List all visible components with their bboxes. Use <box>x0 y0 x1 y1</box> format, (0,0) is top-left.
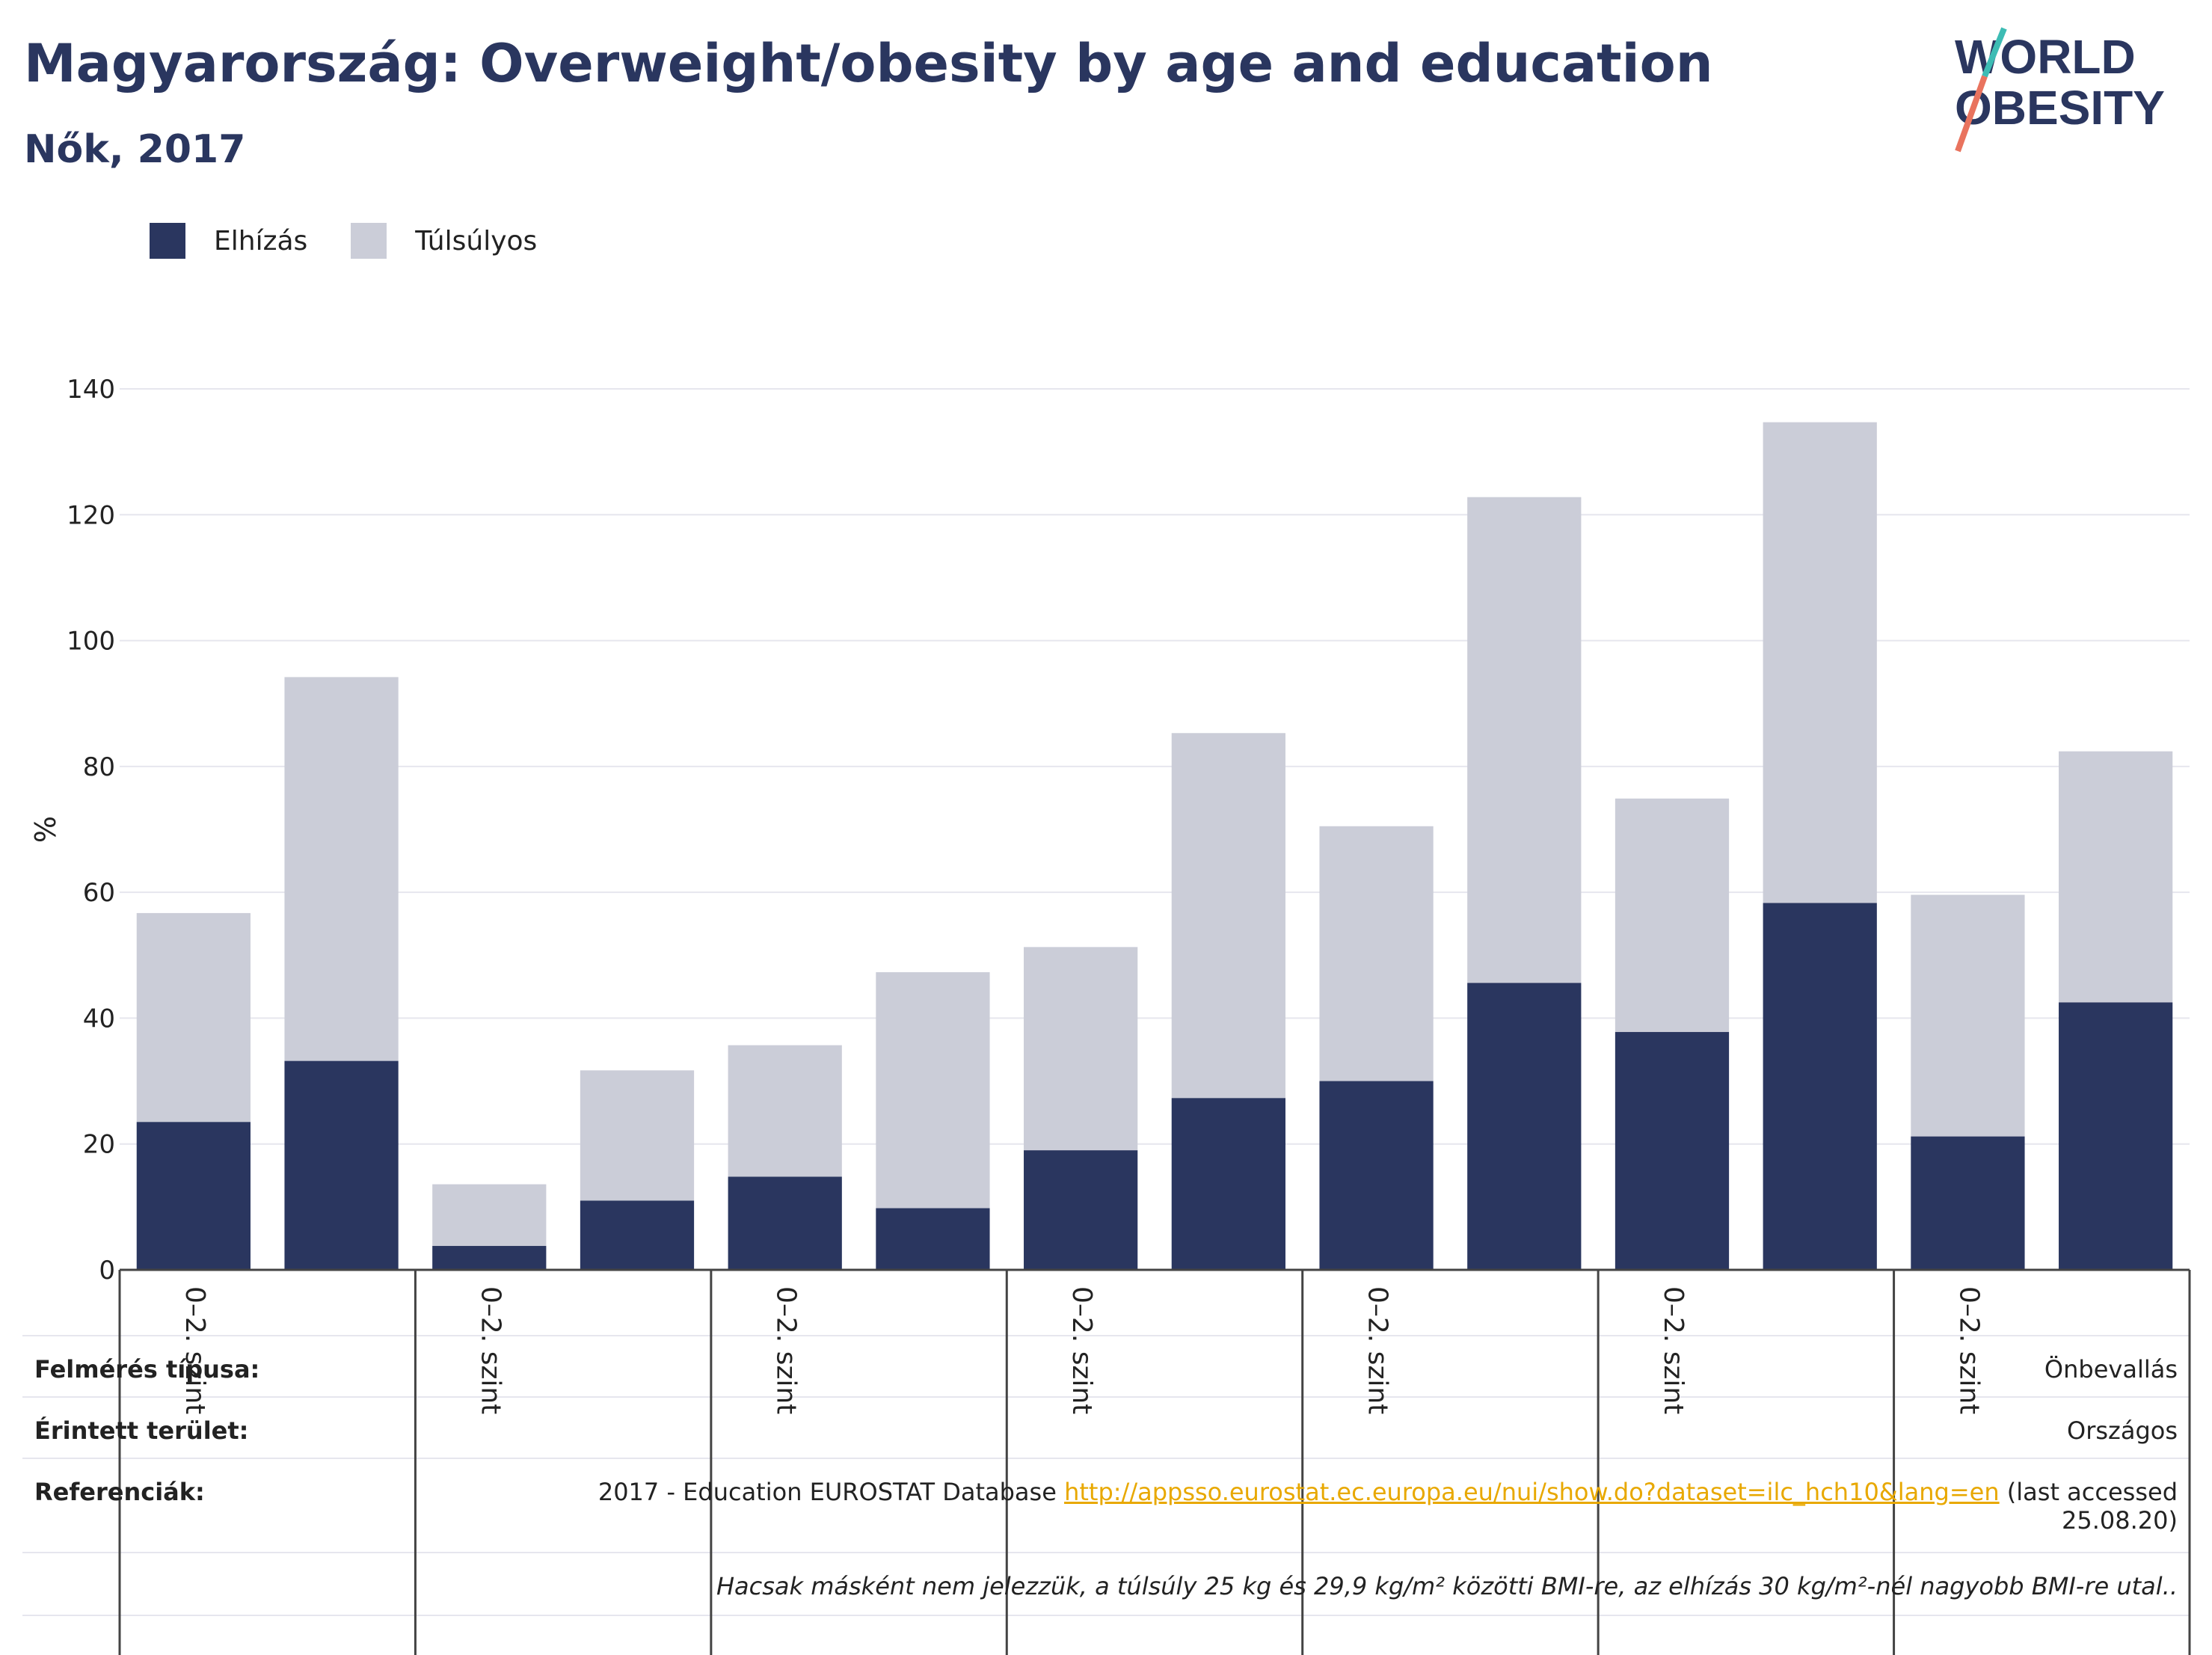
area-value: Országos <box>2067 1416 2178 1445</box>
bar-obesity <box>136 1122 251 1270</box>
chart-legend: Elhízás Túlsúlyos <box>150 221 580 260</box>
bar-overweight <box>1319 826 1434 1081</box>
legend-swatch-overweight <box>351 223 387 259</box>
bar-obesity <box>728 1176 842 1270</box>
survey-type-value: Önbevallás <box>2044 1355 2178 1384</box>
bar-obesity <box>1763 903 1877 1270</box>
y-tick-label: 140 <box>67 375 115 405</box>
area-label: Érintett terület: <box>34 1416 249 1445</box>
x-group-label: 0–2. szint <box>1362 1286 1393 1414</box>
x-group-label: 0–2. szint <box>1953 1286 1984 1414</box>
bar-overweight <box>432 1184 547 1247</box>
legend-item-obesity[interactable]: Elhízás <box>150 223 307 259</box>
bar-overweight <box>1763 422 1877 903</box>
bar-obesity <box>1171 1098 1285 1270</box>
y-tick-label: 60 <box>83 878 115 908</box>
reference-text: 2017 - Education EUROSTAT Database <box>597 1478 1065 1506</box>
y-axis-label: % <box>29 816 62 843</box>
bar-overweight <box>1171 733 1285 1099</box>
bar-obesity <box>284 1060 399 1270</box>
x-group-label: 0–2. szint <box>1066 1286 1097 1414</box>
bar-overweight <box>728 1045 842 1177</box>
bar-obesity <box>2059 1002 2173 1270</box>
bar-overweight <box>284 677 399 1061</box>
bar-obesity <box>432 1246 547 1270</box>
bar-overweight <box>1615 798 1730 1032</box>
y-tick-label: 80 <box>83 752 115 782</box>
x-group-label: 0–2. szint <box>1658 1286 1689 1414</box>
y-tick-label: 40 <box>83 1004 115 1034</box>
legend-swatch-obesity <box>150 223 185 259</box>
survey-type-label: Felmérés típusa: <box>34 1355 260 1384</box>
x-group-label: 0–2. szint <box>771 1286 802 1414</box>
bar-obesity <box>1024 1150 1138 1270</box>
bar-overweight <box>1467 497 1582 983</box>
bar-overweight <box>580 1070 695 1201</box>
bar-obesity <box>1467 983 1582 1270</box>
bar-obesity <box>876 1208 990 1270</box>
reference-link[interactable]: http://appsso.eurostat.ec.europa.eu/nui/… <box>1064 1478 2000 1506</box>
legend-label-overweight: Túlsúlyos <box>415 225 538 257</box>
x-group-label: 0–2. szint <box>179 1286 210 1414</box>
page-title: Magyarország: Overweight/obesity by age … <box>24 33 1713 94</box>
world-obesity-logo: WORLD OBESITY <box>1955 27 2165 153</box>
reference-suffix: (last accessed <box>1999 1478 2178 1506</box>
y-tick-label: 100 <box>67 627 115 657</box>
y-tick-label: 120 <box>67 500 115 530</box>
logo-slash-teal <box>1982 27 2007 78</box>
logo-text-obesity: OBESITY <box>1955 81 2165 135</box>
legend-item-overweight[interactable]: Túlsúlyos <box>351 223 537 259</box>
x-group-label: 0–2. szint <box>475 1286 506 1414</box>
bar-obesity <box>580 1200 695 1270</box>
references-value: 2017 - Education EUROSTAT Database http:… <box>598 1478 2178 1535</box>
logo-slash-coral <box>1955 75 1988 153</box>
references-label: Referenciák: <box>34 1478 205 1506</box>
bar-obesity <box>1319 1081 1434 1270</box>
y-tick-label: 20 <box>83 1130 115 1160</box>
bar-obesity <box>1615 1031 1730 1270</box>
bar-overweight <box>2059 751 2173 1003</box>
legend-label-obesity: Elhízás <box>214 225 308 257</box>
bar-overweight <box>1911 894 2025 1137</box>
page-subtitle: Nők, 2017 <box>24 127 246 172</box>
bar-overweight <box>876 972 990 1209</box>
y-tick-label: 0 <box>99 1256 115 1286</box>
bar-overweight <box>1024 947 1138 1151</box>
definition-note: Hacsak másként nem jelezzük, a túlsúly 2… <box>716 1572 2178 1600</box>
bar-overweight <box>136 912 251 1123</box>
bar-obesity <box>1911 1136 2025 1270</box>
reference-date: 25.08.20) <box>2062 1506 2178 1535</box>
